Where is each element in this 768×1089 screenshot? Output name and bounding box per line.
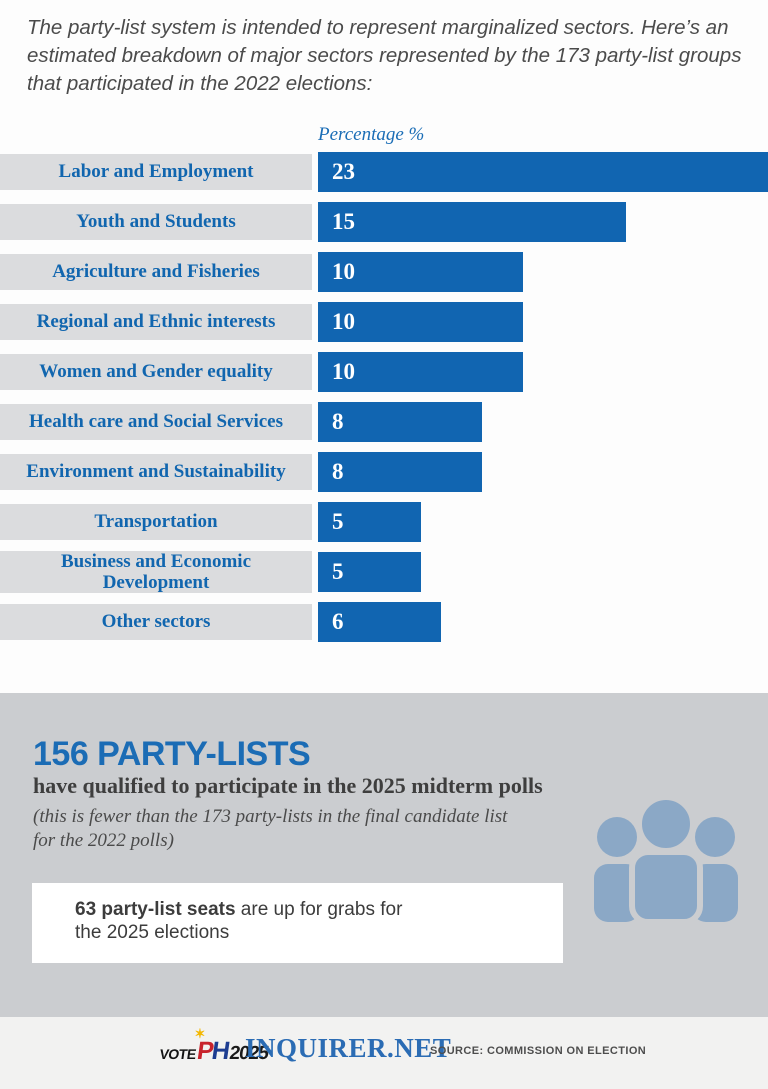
sector-label-band: Women and Gender equality	[0, 354, 312, 390]
sector-label: Labor and Employment	[58, 161, 254, 183]
sector-label: Regional and Ethnic interests	[36, 311, 276, 333]
bar-value: 10	[332, 359, 355, 384]
bar-value: 10	[332, 259, 355, 284]
chart-row: Other sectors 6	[0, 597, 768, 647]
sector-label-band: Transportation	[0, 504, 312, 540]
sector-label-band: Labor and Employment	[0, 154, 312, 190]
chart-row: Environment and Sustainability 8	[0, 447, 768, 497]
sector-label: Business and Economic Development	[60, 550, 252, 593]
chart-row: Health care and Social Services 8	[0, 397, 768, 447]
chart-row: Business and Economic Development 5	[0, 547, 768, 597]
sector-label-band: Other sectors	[0, 604, 312, 640]
seats-count: 63 party-list seats	[75, 899, 236, 920]
sector-label-band: Agriculture and Fisheries	[0, 254, 312, 290]
bar-value: 15	[332, 209, 355, 234]
bar-chart: Labor and Employment 23 Youth and Students…	[0, 147, 768, 647]
sector-bar: 10	[318, 252, 523, 292]
sector-label-band: Environment and Sustainability	[0, 454, 312, 490]
comparison-note: (this is fewer than the 173 party-lists …	[33, 806, 508, 851]
sector-bar: 5	[318, 552, 421, 592]
sector-label-band: Youth and Students	[0, 204, 312, 240]
sector-label: Agriculture and Fisheries	[52, 261, 260, 283]
bar-value: 8	[332, 459, 344, 484]
footer: ✶ VOTE P H 2025 INQUIRER.NET SOURCE: COM…	[0, 1017, 768, 1089]
bar-value: 10	[332, 309, 355, 334]
bar-value: 5	[332, 509, 344, 534]
intro-text: The party-list system is intended to rep…	[27, 16, 742, 95]
stats-section: 156 PARTY-LISTS have qualified to partic…	[0, 693, 768, 1017]
bar-value: 8	[332, 409, 344, 434]
chart-row: Women and Gender equality 10	[0, 347, 768, 397]
seats-rest: are up for grabs for the 2025 elections	[75, 899, 403, 943]
seats-card: 63 party-list seats are up for grabs for…	[32, 883, 563, 963]
bar-value: 5	[332, 559, 344, 584]
chart-row: Regional and Ethnic interests 10	[0, 297, 768, 347]
sector-label-band: Regional and Ethnic interests	[0, 304, 312, 340]
center-person	[629, 796, 703, 922]
bar-value: 23	[332, 159, 355, 184]
percentage-axis-label: Percentage %	[318, 124, 425, 145]
side-persons	[594, 817, 738, 922]
sector-label-band: Health care and Social Services	[0, 404, 312, 440]
chart-row: Transportation 5	[0, 497, 768, 547]
chart-row: Agriculture and Fisheries 10	[0, 247, 768, 297]
sector-bar: 10	[318, 302, 523, 342]
sector-bar: 10	[318, 352, 523, 392]
seats-card-text: 63 party-list seats are up for grabs for…	[32, 883, 420, 945]
sector-bar: 15	[318, 202, 626, 242]
sector-label-band: Business and Economic Development	[0, 550, 312, 594]
qualified-headline: 156 PARTY-LISTS	[33, 735, 311, 773]
sector-label: Women and Gender equality	[39, 361, 273, 383]
sector-bar: 8	[318, 452, 482, 492]
sector-bar: 8	[318, 402, 482, 442]
inquirer-logo: INQUIRER.NET	[245, 1033, 452, 1063]
sector-label: Environment and Sustainability	[26, 461, 286, 483]
sector-bar: 6	[318, 602, 441, 642]
voteph-logo-vote: VOTE	[158, 1046, 197, 1062]
sector-label: Health care and Social Services	[28, 411, 283, 433]
chart-row: Labor and Employment 23	[0, 147, 768, 197]
sector-bar: 23	[318, 152, 768, 192]
sector-bar: 5	[318, 502, 421, 542]
people-group-icon	[594, 796, 738, 922]
sector-label: Other sectors	[101, 611, 211, 633]
source-text: SOURCE: COMMISSION ON ELECTION	[430, 1045, 647, 1057]
bar-value: 6	[332, 609, 344, 634]
sector-label: Transportation	[94, 511, 218, 533]
chart-row: Youth and Students 15	[0, 197, 768, 247]
sun-icon: ✶	[194, 1026, 206, 1041]
qualified-subhead: have qualified to participate in the 202…	[33, 773, 543, 798]
sector-label: Youth and Students	[76, 211, 236, 233]
